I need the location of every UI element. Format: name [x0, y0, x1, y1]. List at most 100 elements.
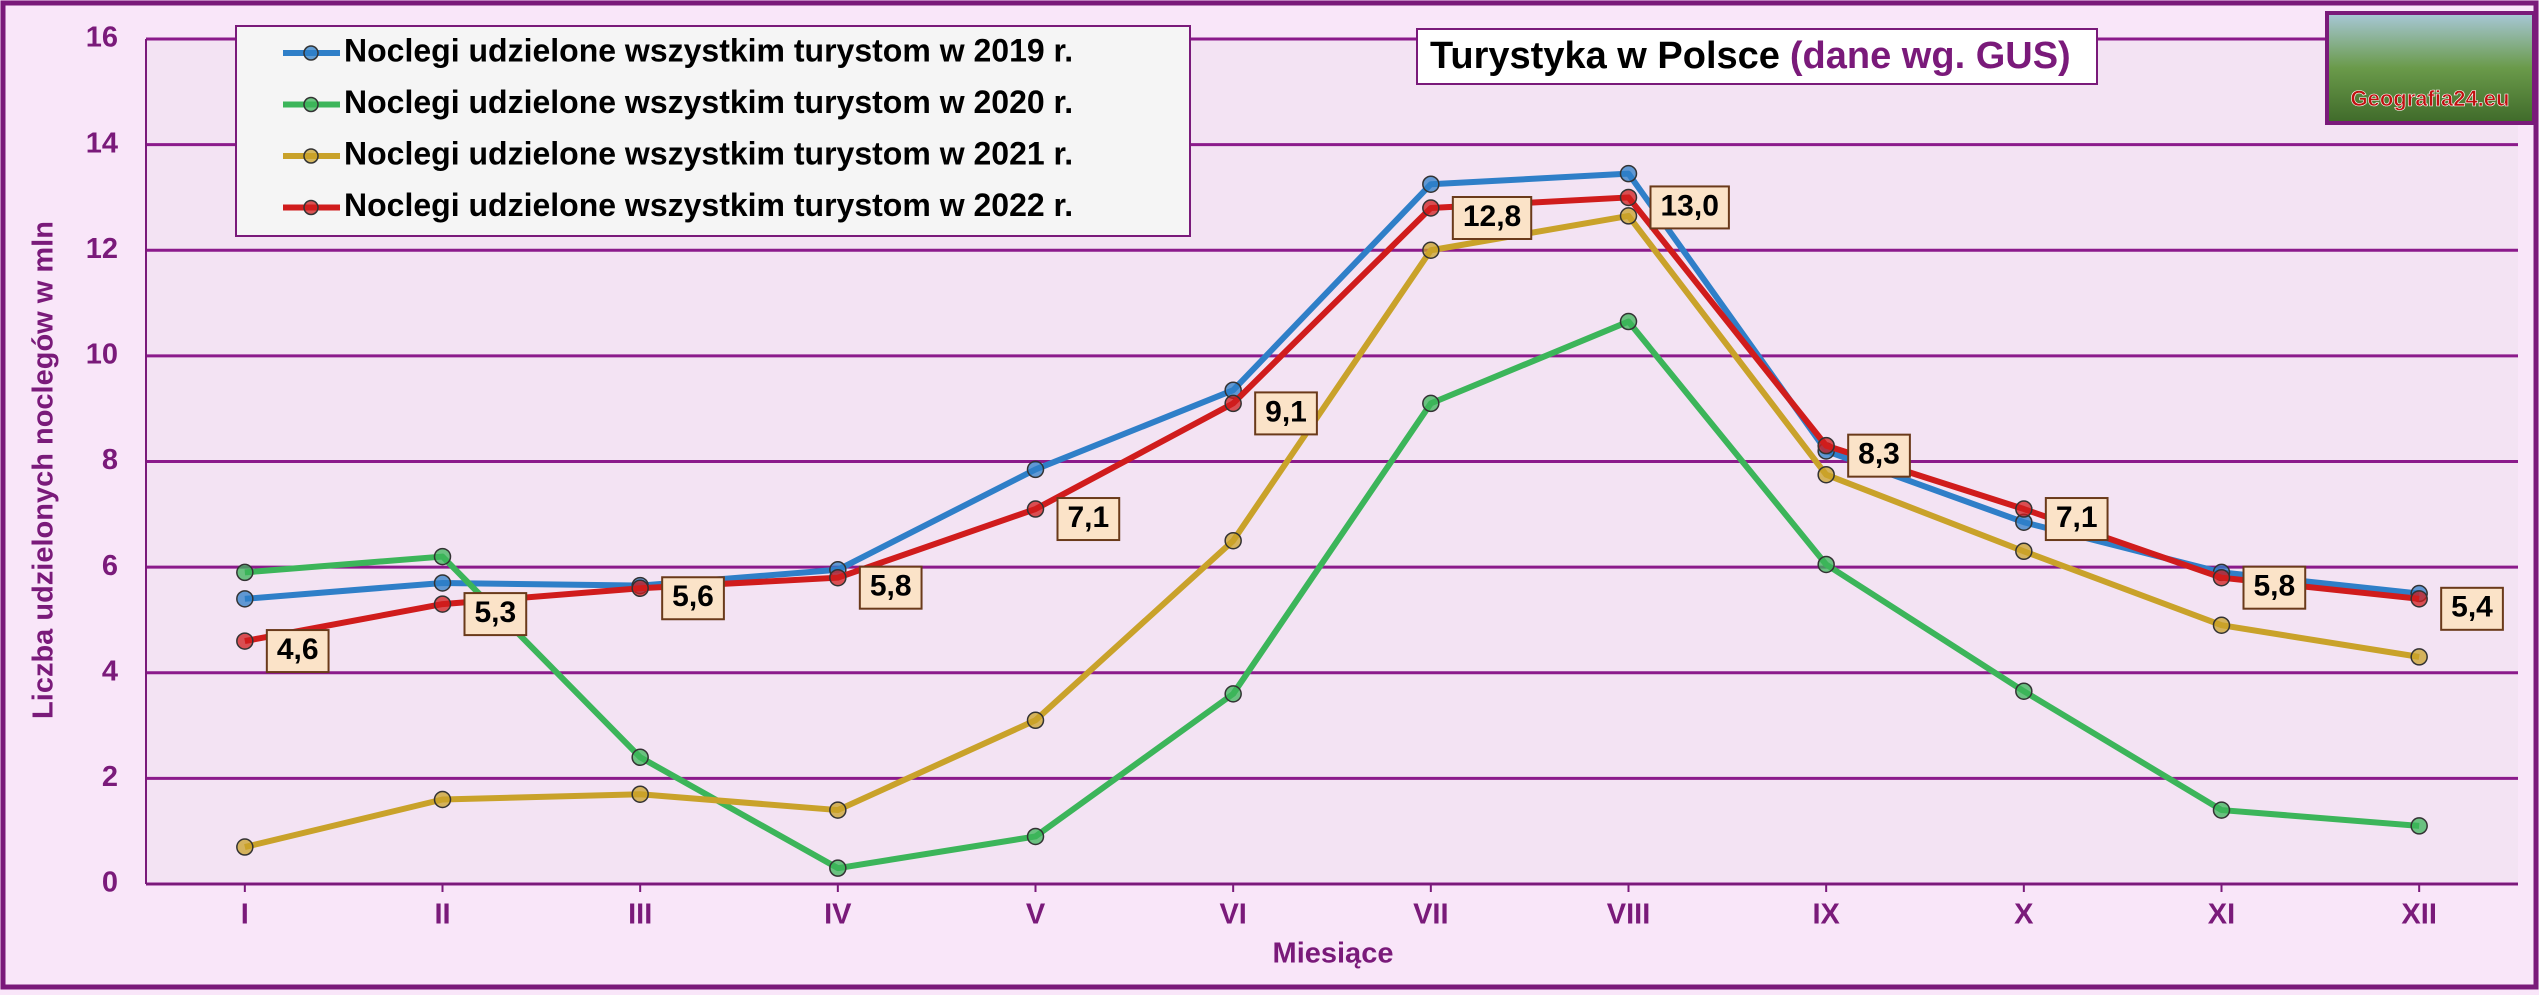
- y-axis-label: Liczba udzielonych noclegów w mln: [28, 221, 60, 719]
- marker: [1619, 164, 1638, 183]
- series-line: [244, 318, 2420, 872]
- legend-marker: [303, 45, 319, 61]
- marker: [2410, 590, 2428, 608]
- subtitle: (dane wg. GUS): [1790, 35, 2071, 77]
- x-tick-label: V: [1026, 899, 1046, 931]
- value-label-box: [265, 629, 330, 674]
- value-label: 13,0: [1649, 185, 1730, 230]
- series-line: [244, 212, 2420, 850]
- value-label-box: [858, 565, 923, 610]
- value-labels: 4,6 5,3 5,6 5,8 7,1 9,1 12,8 13,0 8,3 7,1 5,8 5,4: [265, 185, 2504, 674]
- x-tick-label: VII: [1413, 899, 1448, 931]
- value-label-text: 7,1: [1068, 501, 1110, 534]
- grid: [146, 37, 2518, 886]
- y-tick-label: 4: [102, 655, 118, 687]
- value-label-box: [2242, 565, 2307, 610]
- legend-label: Noclegi udzielone wszystkim turystom w 2…: [344, 32, 1073, 68]
- x-tick-label: X: [2014, 899, 2034, 931]
- value-label-text: 4,6: [277, 633, 319, 666]
- marker: [1817, 465, 1835, 484]
- marker: [829, 568, 847, 587]
- marker: [1422, 199, 1440, 217]
- marker: [2015, 542, 2033, 561]
- value-label-text: 5,8: [2254, 570, 2296, 603]
- legend-label: Noclegi udzielone wszystkim turystom w 2…: [344, 84, 1073, 120]
- value-label: 5,3: [463, 592, 528, 637]
- marker: [631, 579, 649, 597]
- x-tick-label: XII: [2401, 899, 2436, 931]
- title-box: [1416, 28, 2098, 85]
- value-label: 5,8: [2242, 565, 2307, 610]
- value-label-text: 5,4: [2451, 591, 2493, 624]
- value-label-text: 9,1: [1265, 395, 1307, 428]
- y-tick-label: 0: [102, 867, 118, 899]
- value-label: 9,1: [1254, 391, 1318, 436]
- marker: [1422, 175, 1440, 193]
- marker: [1422, 394, 1440, 413]
- marker: [1619, 188, 1638, 207]
- value-label: 8,3: [1847, 433, 1911, 478]
- marker: [1619, 207, 1638, 225]
- marker: [236, 838, 254, 856]
- marker: [2410, 648, 2428, 666]
- value-label-box: [2044, 497, 2109, 542]
- x-tick-label: III: [628, 899, 652, 931]
- value-label-text: 5,6: [672, 580, 714, 613]
- marker: [433, 790, 452, 809]
- legend: [235, 25, 1191, 237]
- value-label-text: 8,3: [1858, 438, 1900, 471]
- marker: [1619, 312, 1638, 331]
- title: Turystyka w Polsce (dane wg. GUS): [1430, 35, 2071, 77]
- logo-text: Geografia24.eu: [2351, 86, 2510, 111]
- x-axis-label: Miesiące: [1273, 938, 1394, 970]
- value-label-box: [2440, 586, 2504, 631]
- marker: [2410, 817, 2428, 835]
- marker: [2212, 801, 2231, 819]
- x-tick-label: XI: [2208, 899, 2235, 931]
- marker: [433, 547, 452, 566]
- marker: [1422, 241, 1440, 259]
- y-tick-label: 14: [86, 127, 118, 159]
- y-tick-label: 16: [86, 22, 118, 54]
- value-label-box: [1056, 497, 1121, 542]
- value-label: 7,1: [1056, 497, 1121, 542]
- value-label-box: [661, 576, 725, 621]
- value-label: 4,6: [265, 629, 330, 674]
- logo: [2325, 11, 2536, 125]
- value-label-text: 12,8: [1463, 200, 1521, 233]
- x-tick-label: IX: [1812, 899, 1840, 931]
- value-label-box: [1649, 185, 1730, 230]
- marker: [631, 785, 649, 803]
- x-tick-label: IV: [824, 899, 852, 931]
- value-label-text: 5,8: [870, 570, 912, 603]
- series-group: [236, 164, 2428, 877]
- x-tick-label: I: [241, 899, 249, 931]
- marker: [1224, 531, 1242, 550]
- marker: [433, 595, 452, 613]
- marker: [236, 563, 254, 582]
- y-tick-label: 10: [86, 339, 118, 371]
- marker: [2015, 500, 2033, 518]
- legend-marker: [303, 199, 319, 216]
- y-tick-label: 6: [102, 550, 118, 582]
- value-label: 12,8: [1451, 196, 1533, 240]
- y-tick-label: 8: [102, 444, 118, 476]
- y-tick-label: 12: [86, 233, 118, 265]
- marker: [1817, 555, 1835, 574]
- value-label: 7,1: [2044, 497, 2109, 542]
- legend-entries: Noclegi udzielone wszystkim turystom w 2…: [283, 32, 1073, 223]
- marker: [1224, 394, 1242, 413]
- marker: [829, 801, 847, 819]
- value-label-text: 5,3: [475, 596, 517, 629]
- marker: [2212, 616, 2231, 634]
- value-label-text: 13,0: [1661, 189, 1719, 222]
- title-text: Turystyka w Polsce: [1430, 35, 1780, 77]
- y-tick-label: 2: [102, 761, 118, 793]
- value-label-box: [1254, 391, 1318, 436]
- legend-label: Noclegi udzielone wszystkim turystom w 2…: [344, 187, 1073, 223]
- marker: [1026, 500, 1045, 518]
- marker: [1026, 711, 1045, 730]
- marker: [1026, 827, 1045, 846]
- x-tick-label: II: [434, 899, 450, 931]
